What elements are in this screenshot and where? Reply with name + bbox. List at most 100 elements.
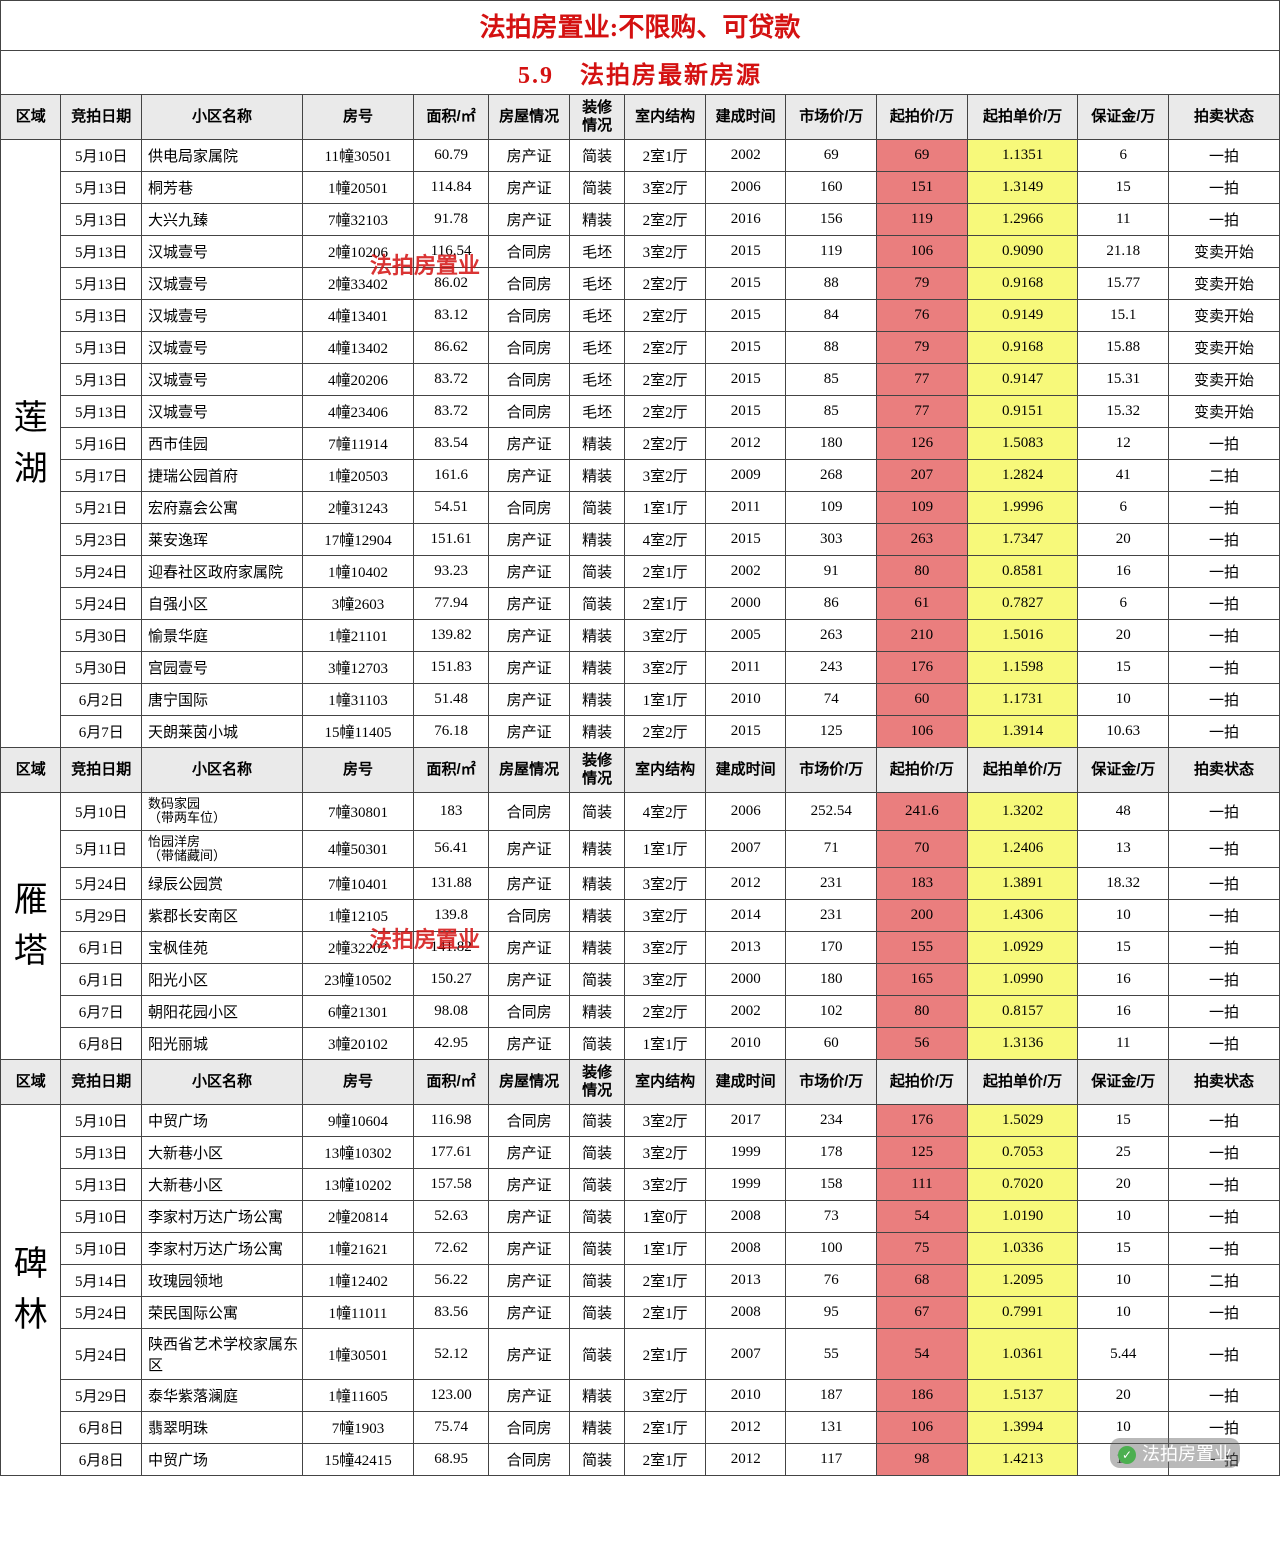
cell: 李家村万达广场公寓: [141, 1233, 302, 1265]
footer-watermark: ✓法拍房置业: [1110, 1438, 1240, 1468]
cell: 精装: [569, 204, 624, 236]
cell: 18.32: [1078, 868, 1169, 900]
cell: 自强小区: [141, 588, 302, 620]
cell: 252.54: [786, 793, 877, 831]
table-row: 5月29日紫郡长安南区1幢12105139.8合同房精装3室2厅20142312…: [1, 900, 1280, 932]
cell: 中贸广场: [141, 1444, 302, 1476]
cell: 1.2824: [967, 460, 1078, 492]
table-row: 5月21日宏府嘉会公寓2幢3124354.51合同房简装1室1厅20111091…: [1, 492, 1280, 524]
cell: 阳光小区: [141, 964, 302, 996]
cell: 5月23日: [61, 524, 142, 556]
cell: 一拍: [1169, 1201, 1280, 1233]
cell: 5.44: [1078, 1329, 1169, 1380]
cell: 大兴九臻: [141, 204, 302, 236]
cell: 房产证: [489, 588, 570, 620]
cell: 84: [786, 300, 877, 332]
cell: 1.5029: [967, 1105, 1078, 1137]
cell: 6月7日: [61, 996, 142, 1028]
col-header: 室内结构: [625, 95, 706, 140]
cell: 简装: [569, 1233, 624, 1265]
cell: 合同房: [489, 492, 570, 524]
cell: 精装: [569, 428, 624, 460]
cell: 13: [1078, 830, 1169, 868]
cell: 2000: [705, 588, 786, 620]
cell: 91: [786, 556, 877, 588]
cell: 6月8日: [61, 1412, 142, 1444]
cell: 69: [877, 140, 968, 172]
cell: 80: [877, 556, 968, 588]
cell: 106: [877, 236, 968, 268]
cell: 一拍: [1169, 556, 1280, 588]
cell: 房产证: [489, 428, 570, 460]
cell: 2013: [705, 932, 786, 964]
cell: 0.7827: [967, 588, 1078, 620]
cell: 10: [1078, 684, 1169, 716]
cell: 3室2厅: [625, 620, 706, 652]
cell: 141.82: [413, 932, 489, 964]
cell: 合同房: [489, 1444, 570, 1476]
cell: 15.31: [1078, 364, 1169, 396]
cell: 3室2厅: [625, 868, 706, 900]
cell: 15: [1078, 1105, 1169, 1137]
cell: 一拍: [1169, 588, 1280, 620]
cell: 54: [877, 1201, 968, 1233]
cell: 房产证: [489, 556, 570, 588]
cell: 1.5083: [967, 428, 1078, 460]
cell: 大新巷小区: [141, 1137, 302, 1169]
col-header: 拍卖状态: [1169, 95, 1280, 140]
cell: 1.1731: [967, 684, 1078, 716]
cell: 13幢10302: [303, 1137, 414, 1169]
cell: 4幢13402: [303, 332, 414, 364]
col-header: 起拍价/万: [877, 95, 968, 140]
cell: 2室1厅: [625, 556, 706, 588]
cell: 56: [877, 1028, 968, 1060]
cell: 68: [877, 1265, 968, 1297]
cell: 2室1厅: [625, 1265, 706, 1297]
cell: 2002: [705, 556, 786, 588]
cell: 一拍: [1169, 652, 1280, 684]
cell: 0.9168: [967, 332, 1078, 364]
cell: 11幢30501: [303, 140, 414, 172]
cell: 2015: [705, 300, 786, 332]
cell: 简装: [569, 140, 624, 172]
wechat-icon: ✓: [1118, 1446, 1136, 1464]
cell: 2012: [705, 1444, 786, 1476]
col-header: 面积/㎡: [413, 1060, 489, 1105]
cell: 15: [1078, 932, 1169, 964]
cell: 一拍: [1169, 716, 1280, 748]
cell: 3室2厅: [625, 236, 706, 268]
cell: 1.0361: [967, 1329, 1078, 1380]
cell: 231: [786, 900, 877, 932]
cell: 86: [786, 588, 877, 620]
col-header: 市场价/万: [786, 95, 877, 140]
cell: 一拍: [1169, 900, 1280, 932]
col-header: 竞拍日期: [61, 1060, 142, 1105]
cell: 汉城壹号: [141, 396, 302, 428]
cell: 0.9149: [967, 300, 1078, 332]
cell: 48: [1078, 793, 1169, 831]
cell: 79: [877, 332, 968, 364]
cell: 4室2厅: [625, 793, 706, 831]
cell: 简装: [569, 556, 624, 588]
cell: 2室1厅: [625, 1297, 706, 1329]
cell: 70: [877, 830, 968, 868]
table-row: 5月24日荣民国际公寓1幢1101183.56房产证简装2室1厅20089567…: [1, 1297, 1280, 1329]
cell: 1幢30501: [303, 1329, 414, 1380]
cell: 1幢21621: [303, 1233, 414, 1265]
cell: 泰华紫落澜庭: [141, 1380, 302, 1412]
cell: 合同房: [489, 1412, 570, 1444]
cell: 1.3994: [967, 1412, 1078, 1444]
cell: 114.84: [413, 172, 489, 204]
cell: 2幢10206: [303, 236, 414, 268]
cell: 0.9147: [967, 364, 1078, 396]
cell: 一拍: [1169, 830, 1280, 868]
cell: 精装: [569, 900, 624, 932]
cell: 83.56: [413, 1297, 489, 1329]
cell: 139.8: [413, 900, 489, 932]
col-header: 房号: [303, 748, 414, 793]
cell: 151: [877, 172, 968, 204]
cell: 109: [877, 492, 968, 524]
cell: 156: [786, 204, 877, 236]
cell: 一拍: [1169, 620, 1280, 652]
cell: 房产证: [489, 1233, 570, 1265]
